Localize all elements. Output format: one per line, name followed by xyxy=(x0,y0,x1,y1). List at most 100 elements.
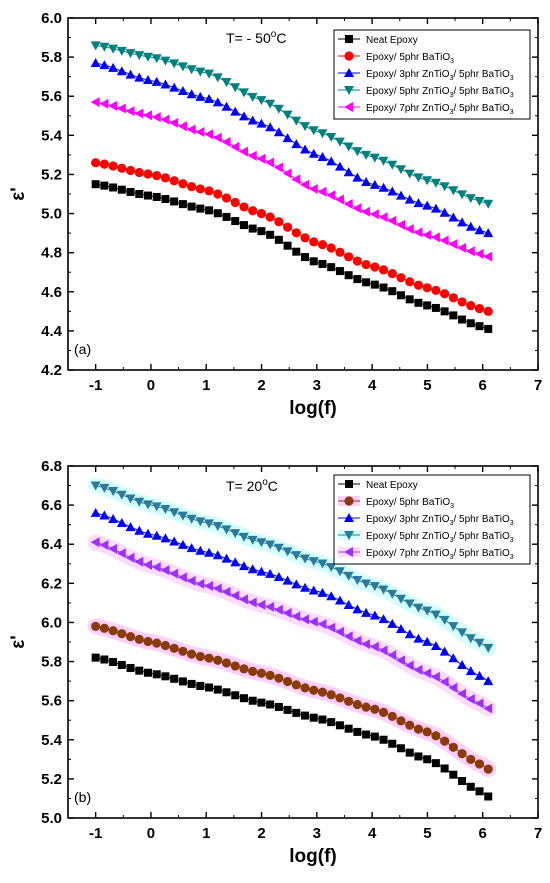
data-point xyxy=(291,228,301,238)
data-point xyxy=(222,688,231,697)
panel-label: (b) xyxy=(74,789,91,805)
data-point xyxy=(439,615,450,625)
data-point xyxy=(247,535,258,545)
data-point xyxy=(423,301,432,310)
data-point xyxy=(343,198,353,209)
data-point xyxy=(404,223,414,234)
data-point xyxy=(344,252,354,262)
data-point xyxy=(483,643,494,653)
data-point xyxy=(135,666,144,675)
chart-panel-b: -1 0 1 2 3 4 5 6 7 5.0 5.2 5.4 5.6 5.8 6.0 6.2 6.4 6.6 6.8… xyxy=(8,458,542,867)
data-point xyxy=(196,681,205,690)
data-point xyxy=(352,147,363,157)
x-tick-label: 3 xyxy=(313,825,321,842)
data-point xyxy=(483,703,493,714)
series-1 xyxy=(87,618,497,778)
data-point xyxy=(352,203,362,214)
data-point xyxy=(230,141,240,152)
data-point xyxy=(160,533,171,543)
data-point xyxy=(317,151,328,161)
data-point xyxy=(256,538,267,548)
data-point xyxy=(221,525,232,535)
data-point xyxy=(326,562,337,572)
data-point xyxy=(274,702,283,711)
data-point xyxy=(300,144,311,154)
data-point xyxy=(369,641,379,652)
data-point xyxy=(300,683,310,693)
data-point xyxy=(344,696,354,706)
data-point xyxy=(99,483,110,493)
data-point xyxy=(309,237,319,247)
data-point xyxy=(431,303,440,312)
data-point xyxy=(334,161,345,171)
data-point xyxy=(483,676,494,686)
data-point xyxy=(221,553,232,563)
data-point xyxy=(457,297,467,307)
data-point xyxy=(439,235,449,246)
y-tick-label: 5.0 xyxy=(41,810,62,827)
data-point xyxy=(238,594,248,605)
data-point xyxy=(195,67,206,77)
data-point xyxy=(108,513,119,523)
data-point xyxy=(379,735,388,744)
data-point xyxy=(283,241,292,250)
data-point xyxy=(186,65,197,75)
data-point xyxy=(248,666,258,677)
data-point xyxy=(282,608,292,619)
data-point xyxy=(431,285,441,295)
data-point xyxy=(116,517,127,527)
data-point xyxy=(353,727,362,736)
data-point xyxy=(142,52,153,62)
x-tick-label: 0 xyxy=(147,825,155,842)
data-point xyxy=(160,173,171,183)
data-point xyxy=(178,179,188,189)
data-point xyxy=(334,626,344,637)
y-axis-title: ε' xyxy=(8,187,29,201)
data-point xyxy=(378,585,389,595)
data-point xyxy=(300,554,311,564)
data-point xyxy=(99,42,110,52)
data-point xyxy=(282,222,293,232)
data-point xyxy=(152,670,161,679)
data-point xyxy=(187,181,197,192)
data-point xyxy=(291,579,302,589)
data-point xyxy=(422,636,433,646)
y-tick-label: 5.6 xyxy=(41,693,62,710)
data-point xyxy=(169,82,180,92)
data-point xyxy=(334,137,345,147)
data-point xyxy=(291,116,302,126)
data-point xyxy=(160,114,170,125)
data-point xyxy=(335,247,345,257)
data-point xyxy=(100,181,109,190)
data-point xyxy=(413,633,424,643)
data-point xyxy=(327,718,336,727)
temperature-annotation: T= - 50oC xyxy=(226,29,286,46)
data-point xyxy=(395,219,405,230)
data-point xyxy=(465,666,476,676)
data-point xyxy=(125,106,135,117)
legend-entry-label: Epoxy/ 3phr ZnTiO3/ 5phr BaTiO3 xyxy=(366,69,514,82)
data-point xyxy=(256,668,267,678)
series-3 xyxy=(90,41,494,209)
legend-entry-label: Neat Epoxy xyxy=(366,480,418,491)
data-point xyxy=(361,639,371,650)
data-point xyxy=(413,603,424,613)
data-point xyxy=(326,690,336,700)
data-point xyxy=(465,246,475,257)
data-point xyxy=(108,543,118,554)
data-point xyxy=(422,230,432,241)
data-point xyxy=(151,502,162,512)
data-point xyxy=(238,561,249,571)
data-point xyxy=(483,199,494,209)
data-point xyxy=(230,106,241,116)
data-point xyxy=(362,730,371,739)
data-point xyxy=(169,176,179,186)
data-point xyxy=(378,645,388,656)
data-point xyxy=(195,545,206,555)
legend-entry-label: Epoxy/ 3phr ZnTiO3/ 5phr BaTiO3 xyxy=(366,514,514,527)
data-point xyxy=(352,635,362,646)
data-point xyxy=(292,708,301,717)
data-point xyxy=(238,111,249,121)
data-point xyxy=(266,230,275,239)
data-point xyxy=(134,51,145,61)
